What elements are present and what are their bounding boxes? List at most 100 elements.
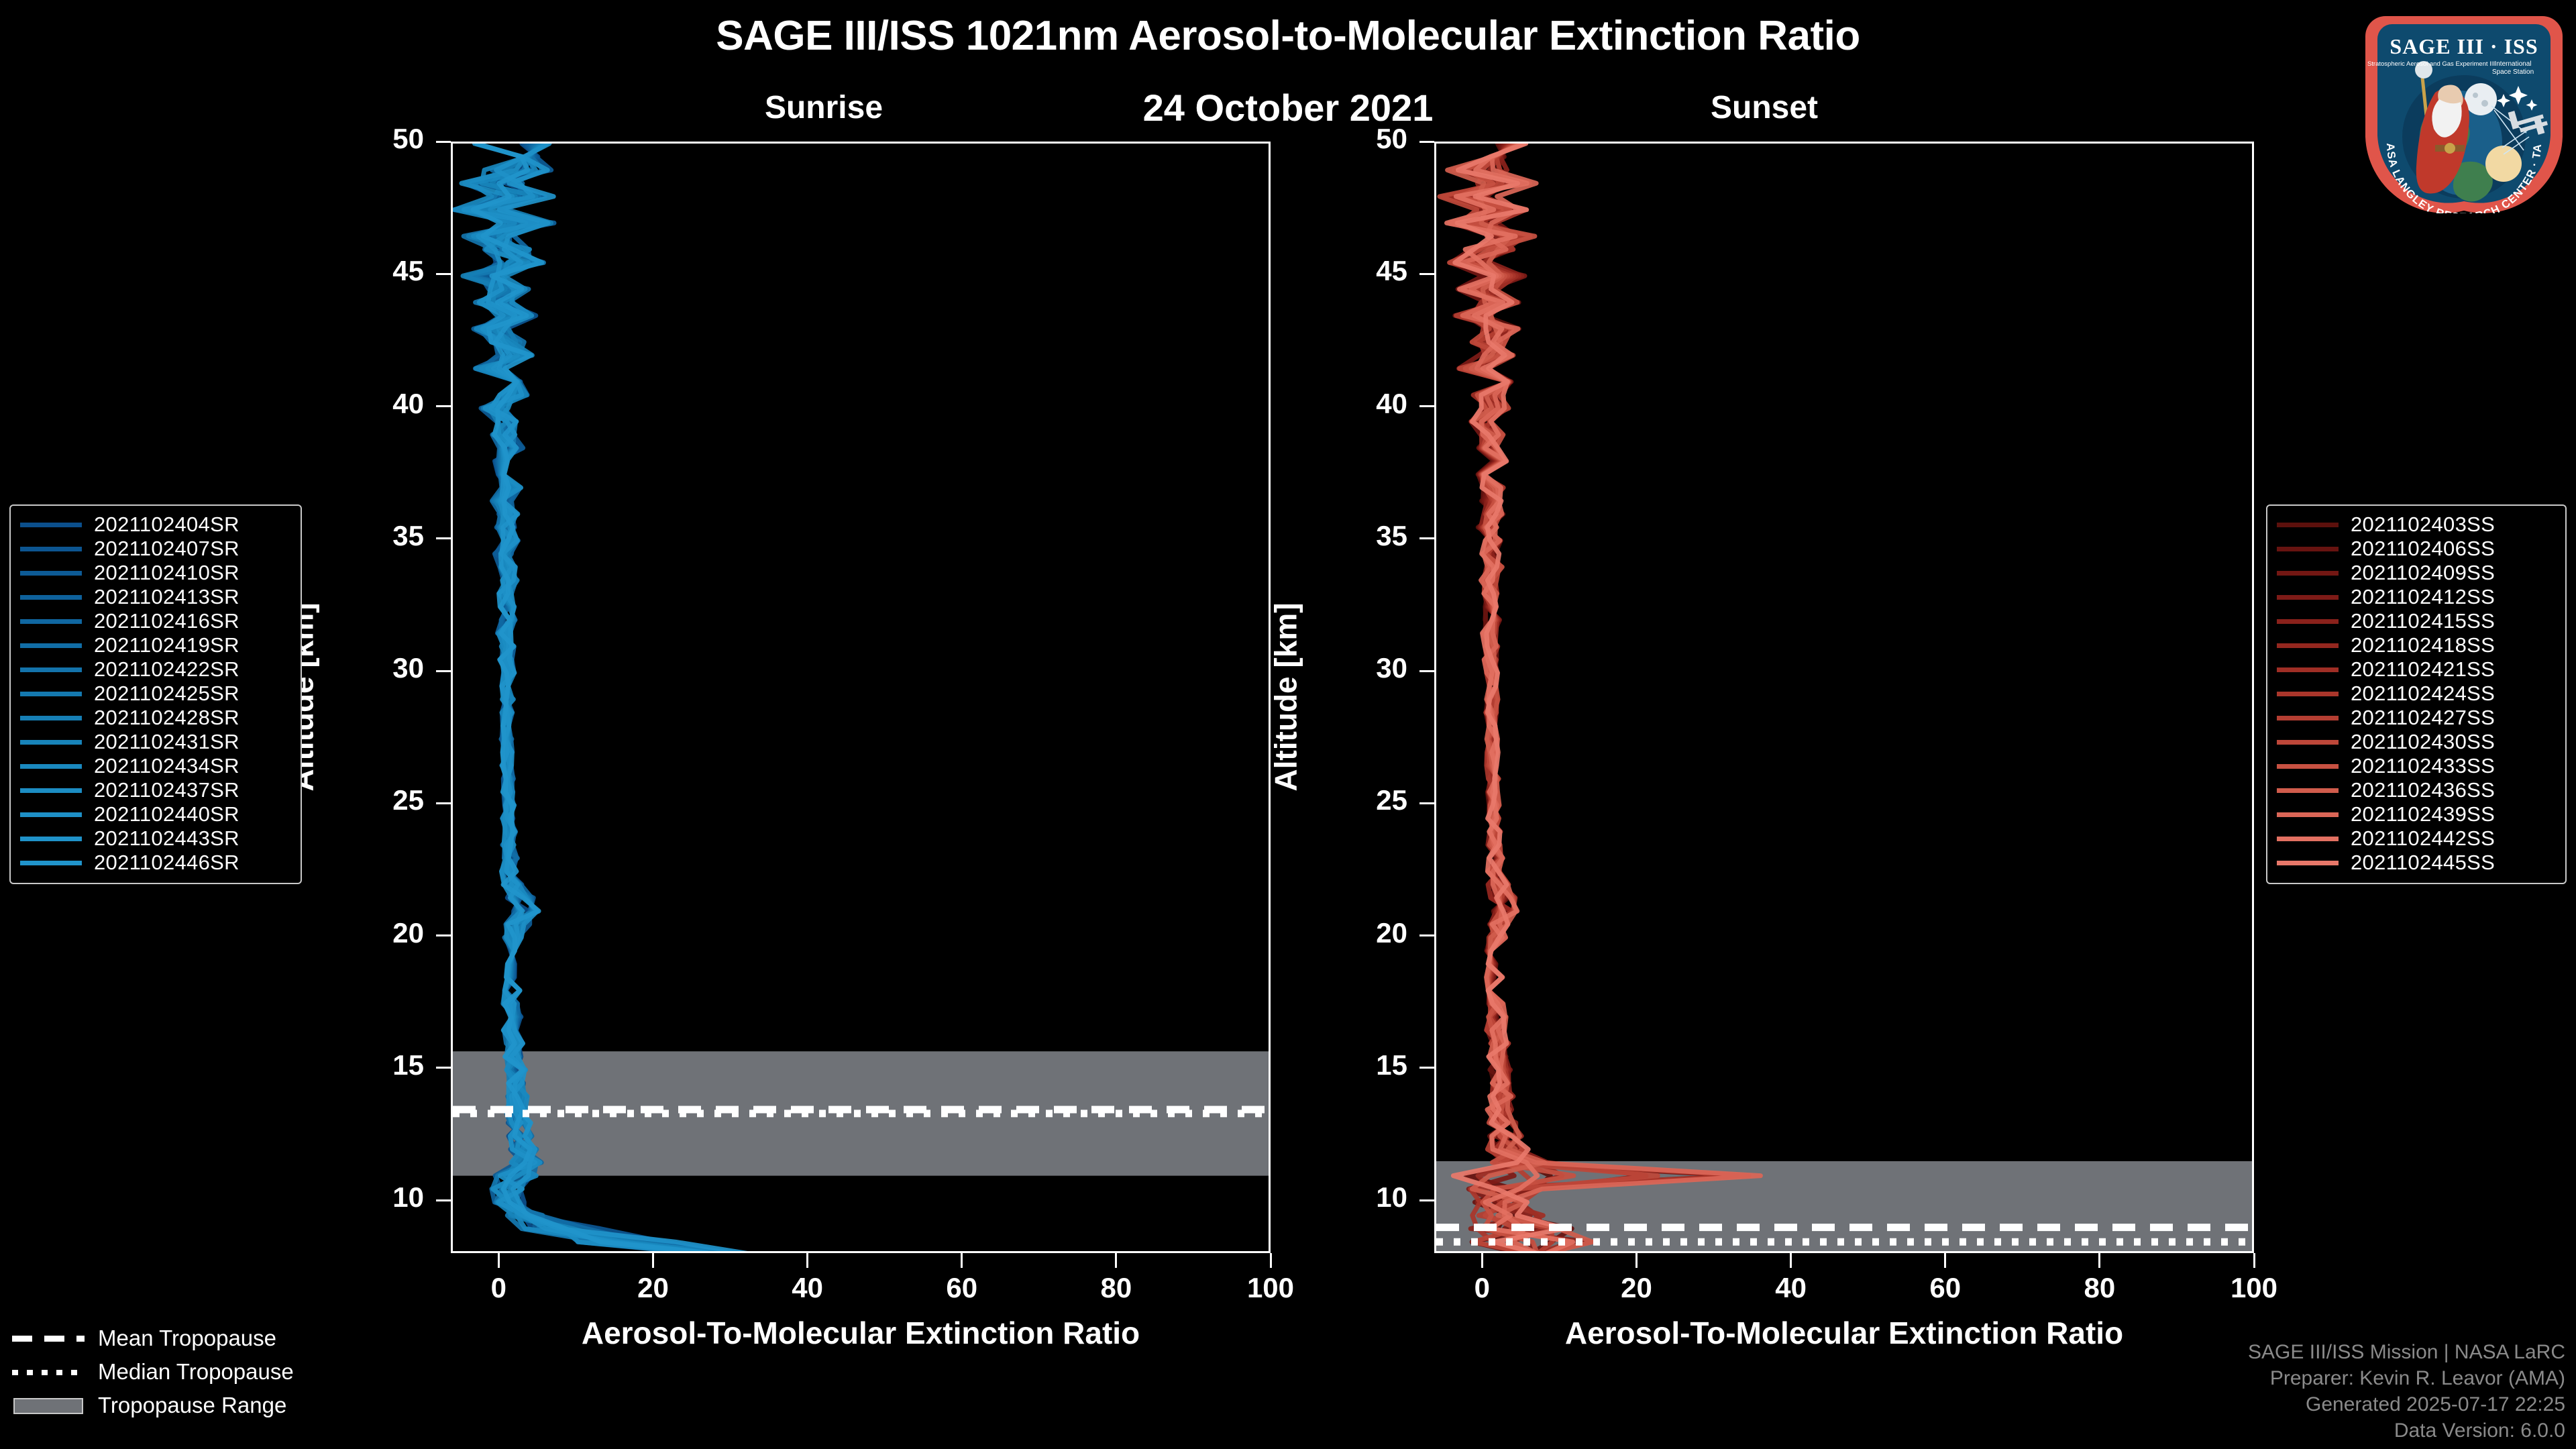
credit-line: SAGE III/ISS Mission | NASA LaRC (2248, 1341, 2565, 1363)
legend-item-2021102404SR[interactable]: 2021102404SR (20, 513, 291, 537)
sunset-y-tick-label: 45 (1376, 255, 1407, 287)
sunset-panel-title: Sunset (1710, 90, 1819, 125)
credit-line: Generated 2025-07-17 22:25 (2306, 1393, 2565, 1415)
legend-color-swatch (2277, 860, 2339, 865)
sunset-y-tick-label: 25 (1376, 784, 1407, 816)
sunset-y-tick-label: 30 (1376, 652, 1407, 684)
sunset-y-tick (1419, 1199, 1434, 1201)
sunset-x-tick (2253, 1253, 2255, 1268)
sunrise-x-tick (806, 1253, 809, 1268)
sunrise-x-tick-label: 80 (1100, 1272, 1132, 1303)
credit-line: Data Version: 6.0.0 (2394, 1419, 2565, 1442)
legend-item-label: 2021102428SR (94, 706, 239, 729)
sunset-y-tick-label: 40 (1376, 387, 1407, 419)
legend-item-2021102446SR[interactable]: 2021102446SR (20, 851, 291, 875)
legend-item-2021102406SS[interactable]: 2021102406SS (2277, 537, 2556, 561)
sunset-y-tick (1419, 934, 1434, 937)
legend-item-2021102427SS[interactable]: 2021102427SS (2277, 706, 2556, 730)
sunrise-x-tick (1269, 1253, 1272, 1268)
sunrise-y-tick-label: 25 (392, 784, 424, 816)
legend-item-label: 2021102409SS (2351, 561, 2496, 584)
legend-item-2021102430SS[interactable]: 2021102430SS (2277, 730, 2556, 754)
legend-item-2021102407SR[interactable]: 2021102407SR (20, 537, 291, 561)
credit-line: Preparer: Kevin R. Leavor (AMA) (2269, 1367, 2565, 1389)
profile-line (1450, 144, 1568, 1251)
legend-item-label: 2021102412SS (2351, 585, 2496, 608)
legend-item-2021102437SR[interactable]: 2021102437SR (20, 778, 291, 802)
legend-color-swatch (2277, 691, 2339, 696)
legend-color-swatch (2277, 643, 2339, 648)
legend-item-2021102439SS[interactable]: 2021102439SS (2277, 802, 2556, 826)
legend-color-swatch (20, 546, 82, 551)
sunrise-y-tick-label: 30 (392, 652, 424, 684)
sunset-y-tick (1419, 405, 1434, 408)
legend-item-2021102403SS[interactable]: 2021102403SS (2277, 513, 2556, 537)
legend-item-label: 2021102443SR (94, 826, 239, 850)
sunrise-x-tick (651, 1253, 654, 1268)
legend-item-2021102428SR[interactable]: 2021102428SR (20, 706, 291, 730)
legend-item-2021102410SR[interactable]: 2021102410SR (20, 561, 291, 585)
sunset-y-tick (1419, 802, 1434, 804)
legend-color-swatch (2277, 522, 2339, 527)
tropopause-range-swatch (12, 1398, 85, 1414)
legend-item-label: 2021102406SS (2351, 537, 2496, 560)
legend-item-2021102422SR[interactable]: 2021102422SR (20, 657, 291, 682)
sunrise-x-tick (961, 1253, 963, 1268)
legend-item-2021102412SS[interactable]: 2021102412SS (2277, 585, 2556, 609)
legend-item-2021102413SR[interactable]: 2021102413SR (20, 585, 291, 609)
legend-color-swatch (20, 836, 82, 841)
sunset-series-legend[interactable]: 2021102403SS 2021102406SS 2021102409SS 2021… (2266, 504, 2567, 884)
legend-color-swatch (20, 570, 82, 576)
legend-color-swatch (20, 594, 82, 600)
legend-color-swatch (2277, 763, 2339, 769)
legend-color-swatch (20, 788, 82, 793)
legend-item-2021102442SS[interactable]: 2021102442SS (2277, 826, 2556, 851)
legend-item-2021102421SS[interactable]: 2021102421SS (2277, 657, 2556, 682)
legend-color-swatch (2277, 739, 2339, 745)
legend-item-label: 2021102437SR (94, 778, 239, 802)
legend-color-swatch (20, 739, 82, 745)
tropopause-key-label: Tropopause Range (98, 1393, 287, 1417)
credits-block: SAGE III/ISS Mission | NASA LaRC Preparer… (2248, 1339, 2565, 1444)
legend-item-2021102433SS[interactable]: 2021102433SS (2277, 754, 2556, 778)
legend-item-2021102419SR[interactable]: 2021102419SR (20, 633, 291, 657)
legend-item-2021102409SS[interactable]: 2021102409SS (2277, 561, 2556, 585)
legend-item-2021102436SS[interactable]: 2021102436SS (2277, 778, 2556, 802)
sunrise-plot-area[interactable] (451, 142, 1271, 1253)
legend-color-swatch (20, 522, 82, 527)
legend-item-2021102424SS[interactable]: 2021102424SS (2277, 682, 2556, 706)
tropopause-key-label: Mean Tropopause (98, 1326, 277, 1350)
sunrise-x-tick (497, 1253, 500, 1268)
sunrise-y-tick-label: 35 (392, 519, 424, 551)
legend-item-label: 2021102445SS (2351, 851, 2496, 874)
legend-item-2021102434SR[interactable]: 2021102434SR (20, 754, 291, 778)
sunrise-series-legend[interactable]: 2021102404SR 2021102407SR 2021102410SR 2021… (9, 504, 302, 884)
legend-color-swatch (20, 667, 82, 672)
sunset-y-axis-label: Altitude [km] (1268, 602, 1303, 792)
sunset-y-tick (1419, 272, 1434, 275)
sunset-plot-area[interactable] (1434, 142, 2254, 1253)
legend-item-2021102443SR[interactable]: 2021102443SR (20, 826, 291, 851)
legend-color-swatch (20, 691, 82, 696)
legend-item-2021102445SS[interactable]: 2021102445SS (2277, 851, 2556, 875)
legend-item-2021102431SR[interactable]: 2021102431SR (20, 730, 291, 754)
tropopause-key-item: Mean Tropopause (12, 1322, 294, 1355)
legend-item-label: 2021102418SS (2351, 633, 2496, 657)
legend-item-label: 2021102404SR (94, 513, 239, 536)
sunrise-x-tick-label: 20 (637, 1272, 669, 1303)
legend-color-swatch (2277, 667, 2339, 672)
sunset-y-tick-label: 20 (1376, 916, 1407, 949)
sunrise-y-tick (436, 537, 451, 540)
sunrise-y-tick-label: 10 (392, 1181, 424, 1214)
legend-item-2021102418SS[interactable]: 2021102418SS (2277, 633, 2556, 657)
legend-item-2021102440SR[interactable]: 2021102440SR (20, 802, 291, 826)
legend-color-swatch (2277, 715, 2339, 720)
tropopause-key-label: Median Tropopause (98, 1359, 294, 1384)
legend-item-2021102425SR[interactable]: 2021102425SR (20, 682, 291, 706)
legend-item-2021102415SS[interactable]: 2021102415SS (2277, 609, 2556, 633)
legend-color-swatch (20, 860, 82, 865)
legend-color-swatch (2277, 619, 2339, 624)
legend-item-label: 2021102422SR (94, 657, 239, 681)
legend-item-label: 2021102440SR (94, 802, 239, 826)
legend-item-2021102416SR[interactable]: 2021102416SR (20, 609, 291, 633)
